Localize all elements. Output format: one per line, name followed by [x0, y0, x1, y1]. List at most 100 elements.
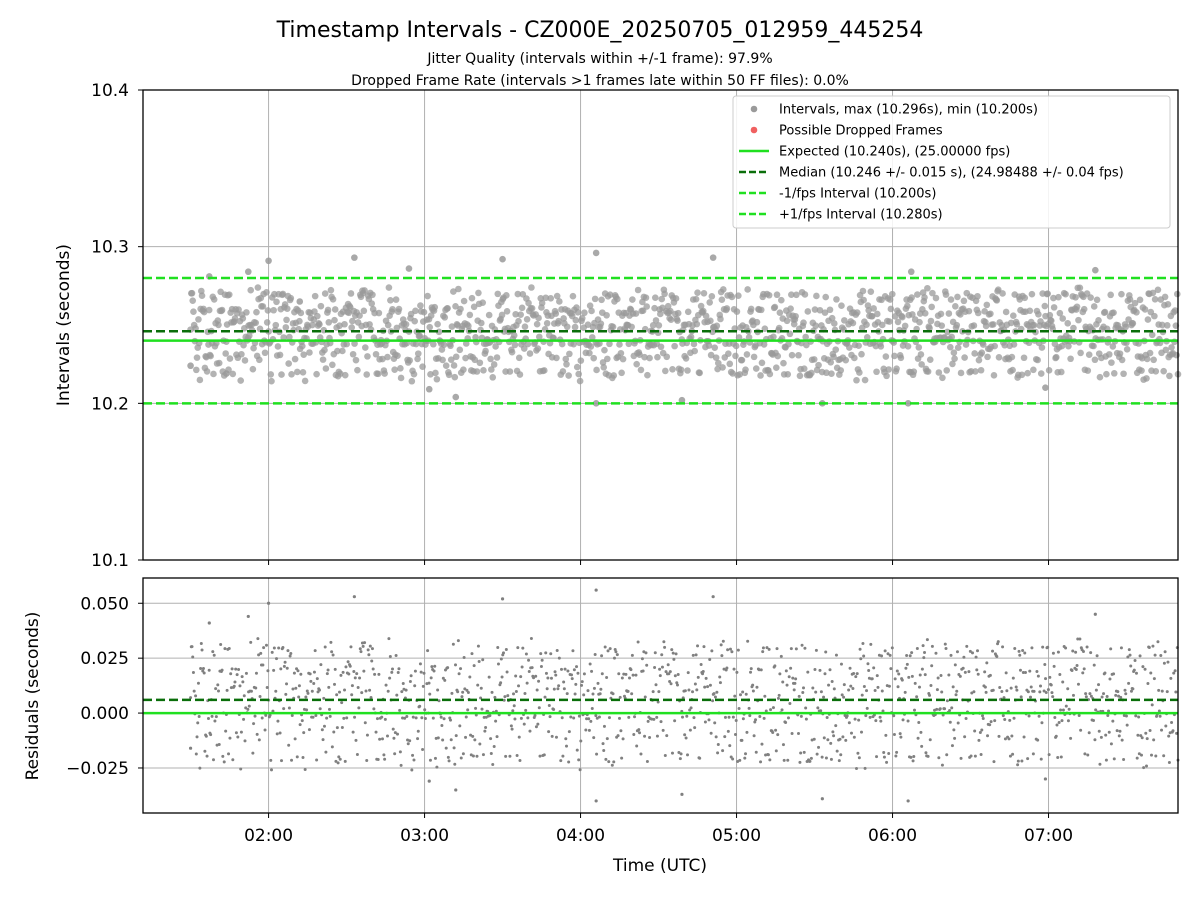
residual-point	[763, 694, 767, 698]
residual-point	[940, 690, 944, 694]
interval-point	[189, 297, 197, 304]
residual-point	[1151, 644, 1155, 648]
residual-point	[197, 715, 201, 719]
residual-point	[522, 722, 526, 726]
interval-point	[573, 363, 581, 371]
interval-point	[244, 268, 252, 276]
interval-point	[775, 324, 783, 332]
interval-point	[770, 333, 777, 341]
residual-point	[406, 742, 410, 746]
residual-point	[634, 673, 638, 677]
interval-point	[700, 290, 708, 297]
interval-point	[487, 355, 494, 363]
interval-point	[245, 332, 253, 340]
residual-point	[1076, 637, 1080, 641]
interval-point	[691, 347, 698, 355]
residual-point	[688, 708, 692, 712]
residual-point	[490, 690, 494, 694]
interval-point	[414, 355, 421, 363]
interval-point	[417, 302, 424, 309]
interval-point	[1149, 289, 1157, 297]
residual-point	[1144, 764, 1148, 768]
interval-point	[1131, 299, 1139, 307]
residual-point	[1173, 669, 1177, 673]
residual-point	[566, 669, 570, 673]
residual-point	[737, 707, 741, 711]
residual-point	[577, 714, 581, 718]
residual-point	[1112, 672, 1116, 676]
residual-point	[630, 692, 634, 696]
residual-point	[1167, 760, 1171, 764]
residual-point	[781, 743, 785, 747]
legend-label: -1/fps Interval (10.200s)	[779, 187, 936, 202]
residual-point	[580, 683, 584, 687]
residual-point	[251, 751, 255, 755]
residual-point	[991, 649, 995, 653]
residual-point	[627, 715, 631, 719]
interval-point	[343, 340, 350, 348]
residual-point	[423, 708, 427, 712]
residual-point	[953, 736, 957, 740]
interval-point	[1073, 303, 1081, 311]
interval-point	[945, 310, 953, 317]
interval-point	[870, 305, 877, 312]
interval-point	[1035, 311, 1042, 318]
residual-point	[472, 664, 476, 668]
residual-point	[863, 766, 867, 770]
interval-point	[450, 362, 458, 369]
residual-point	[670, 751, 674, 755]
residual-point	[1104, 758, 1108, 762]
residual-point	[726, 648, 730, 652]
residual-point	[1049, 683, 1053, 687]
interval-point	[736, 371, 744, 378]
residual-point	[740, 738, 744, 742]
residual-point	[426, 649, 430, 653]
interval-point	[1123, 345, 1131, 353]
interval-point	[447, 342, 454, 350]
interval-point	[636, 351, 643, 358]
interval-point	[929, 289, 936, 297]
residual-point	[1021, 648, 1025, 652]
residual-point	[691, 690, 695, 694]
residual-point	[296, 669, 300, 673]
interval-point	[351, 340, 358, 347]
interval-point	[877, 343, 885, 350]
interval-point	[692, 295, 700, 303]
interval-point	[949, 360, 956, 368]
interval-point	[1143, 375, 1150, 382]
interval-point	[828, 370, 835, 377]
residual-point	[912, 708, 916, 712]
interval-point	[654, 353, 661, 361]
interval-point	[954, 344, 962, 352]
interval-point	[904, 342, 912, 350]
interval-point	[193, 366, 200, 374]
residual-point	[488, 714, 492, 718]
residual-point	[514, 690, 518, 694]
residual-point	[539, 652, 543, 656]
interval-point	[592, 249, 600, 257]
residual-point	[854, 767, 858, 771]
residual-point	[588, 662, 592, 666]
residual-point	[380, 737, 384, 741]
residual-point	[804, 717, 808, 721]
residual-point	[326, 668, 330, 672]
interval-point	[533, 320, 541, 328]
residual-point	[890, 646, 894, 650]
residual-point	[694, 653, 698, 657]
residual-point	[387, 637, 391, 641]
residual-point	[327, 685, 331, 689]
interval-point	[796, 372, 804, 380]
residual-point	[658, 674, 662, 678]
residual-point	[200, 648, 204, 652]
interval-point	[708, 293, 716, 300]
residual-point	[353, 676, 357, 680]
residual-point	[1069, 736, 1073, 740]
residual-point	[482, 715, 486, 719]
residual-point	[965, 644, 969, 648]
interval-point	[658, 295, 666, 303]
residual-point	[776, 733, 780, 737]
residual-point	[824, 756, 828, 760]
interval-point	[526, 350, 534, 357]
interval-point	[1045, 367, 1053, 374]
interval-point	[1055, 293, 1062, 301]
